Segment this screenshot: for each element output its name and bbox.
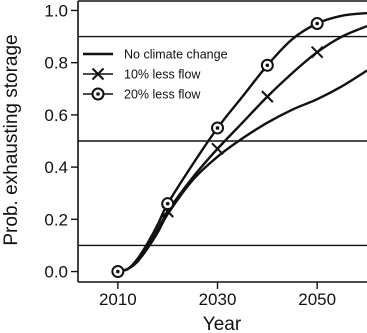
circle-marker <box>310 17 324 30</box>
y-tick-label: 0.8 <box>44 54 68 73</box>
reference-lines <box>78 35 367 247</box>
y-tick-label: 0.0 <box>44 263 68 282</box>
series-2 <box>111 11 367 279</box>
legend-label: 10% less flow <box>124 68 201 82</box>
x-marker <box>91 67 105 81</box>
x-tick-label: 2050 <box>298 290 336 309</box>
x-marker <box>211 142 224 156</box>
y-tick-label: 1.0 <box>44 1 68 20</box>
series-line <box>117 25 367 273</box>
x-axis-title: Year <box>203 314 242 333</box>
series-1 <box>117 25 367 273</box>
legend-item-0: No climate change <box>83 48 228 62</box>
ticks-layer: 0.0 0.2 0.4 0.6 0.8 1.0 2010 2030 2050 <box>44 1 336 309</box>
circle-marker <box>260 58 274 72</box>
legend-item-2: 20% less flow <box>83 87 201 102</box>
legend-label: No climate change <box>124 48 228 62</box>
x-marker <box>261 90 274 103</box>
x-tick-label: 2030 <box>199 290 237 309</box>
y-tick-label: 0.6 <box>44 106 68 125</box>
legend: No climate change 10% less flow 20% less f… <box>83 48 228 102</box>
circle-marker <box>111 265 125 279</box>
y-tick-label: 0.2 <box>44 210 68 229</box>
circle-marker <box>91 87 105 101</box>
legend-label: 20% less flow <box>124 88 201 102</box>
y-tick-label: 0.4 <box>44 158 68 177</box>
circle-marker <box>211 121 225 135</box>
circle-marker <box>161 197 175 211</box>
series-layer <box>111 11 367 279</box>
y-axis-title: Prob. exhausting storage <box>1 34 22 245</box>
x-tick-label: 2010 <box>99 290 137 309</box>
x-marker <box>310 46 324 59</box>
legend-item-1: 10% less flow <box>83 68 201 82</box>
